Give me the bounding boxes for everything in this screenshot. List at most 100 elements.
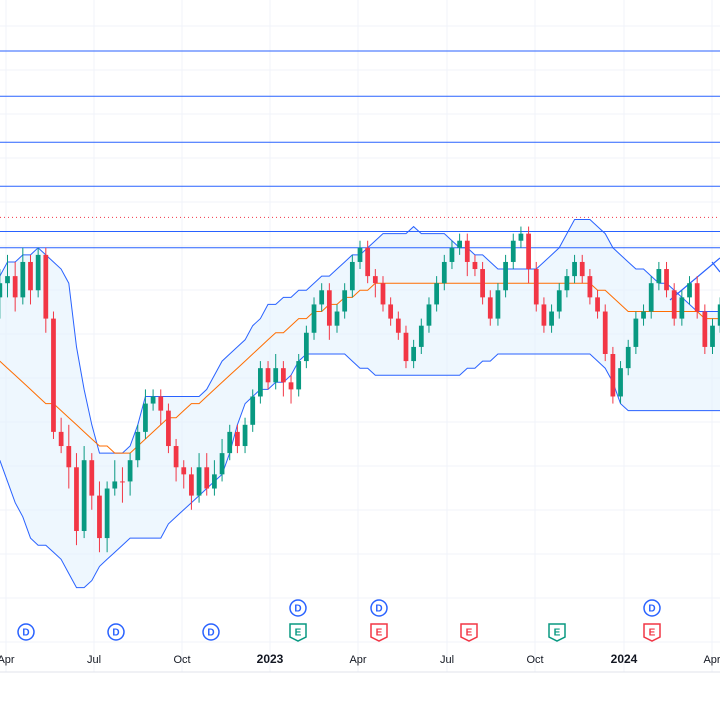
candle-body [526,233,531,270]
candle [280,361,286,397]
dividend-marker[interactable]: D [643,599,661,617]
dividend-marker[interactable]: D [289,599,307,617]
candle [35,247,41,298]
candle-body [549,311,554,326]
candle [510,233,516,270]
trend-line-segment[interactable] [711,261,720,273]
candle-body [20,261,26,298]
time-axis[interactable]: Apr Jul Oct 2023 Apr Jul Oct 2024 Apr [0,652,720,666]
earnings-label: E [376,628,383,639]
candle [556,283,562,319]
candle-body [158,396,164,411]
earnings-marker[interactable]: E [460,623,478,642]
candle-body [671,290,677,319]
candle-body [242,424,248,447]
dividend-circle[interactable] [107,623,125,641]
earnings-shape[interactable] [460,623,478,642]
dividend-circle[interactable] [202,623,220,641]
candle-body [395,318,401,333]
candle-body [81,460,87,531]
candle-body [403,332,409,362]
candle [357,240,363,270]
candle-body [595,297,600,312]
candle [671,283,677,326]
candle-body [411,346,417,362]
candle [403,325,409,369]
time-axis-label: 2023 [257,652,284,666]
candle [472,254,478,277]
dividend-circle[interactable] [289,599,307,617]
dividend-label: D [648,604,655,615]
candle [710,318,715,354]
candle [518,226,524,248]
candle [418,318,424,354]
candle [326,283,332,340]
candle [441,254,447,291]
candle [319,283,325,312]
candle-body [28,261,33,291]
candle [487,290,493,326]
candle [219,438,225,482]
candle [533,261,539,312]
earnings-marker[interactable]: E [289,623,307,642]
candle [66,424,72,489]
candle [656,261,662,291]
candle [579,254,585,284]
candle [342,283,348,319]
candle [311,297,317,340]
earnings-shape[interactable] [643,623,661,642]
candle-body [258,368,263,397]
trend-line-segment[interactable] [669,257,720,301]
candle-body [717,304,720,326]
dividend-marker[interactable]: D [370,599,388,617]
candle [687,276,692,305]
candle [127,453,133,496]
earnings-shape[interactable] [289,623,307,642]
dividend-circle[interactable] [370,599,388,617]
earnings-marker[interactable]: E [548,623,566,642]
candle [135,424,141,468]
time-axis-label: 2024 [611,652,638,666]
candle-body [656,269,662,284]
trend-line[interactable] [669,257,720,301]
event-markers[interactable]: D D D D E D E E E D E [17,599,661,642]
dividend-marker[interactable]: D [202,623,220,641]
candle-body [503,261,508,291]
dividend-marker[interactable]: D [107,623,125,641]
time-axis-label: Apr [703,654,720,666]
dividend-label: D [22,628,29,639]
dividend-circle[interactable] [643,599,661,617]
dividend-marker[interactable]: D [17,623,35,641]
candle-body [480,269,485,298]
candle [112,460,118,496]
candle-body [265,368,271,383]
candle-body [296,361,302,390]
earnings-shape[interactable] [370,623,388,642]
earnings-marker[interactable]: E [643,623,661,642]
candle [526,226,531,284]
candle-body [273,368,279,383]
candles [0,226,720,553]
candle [0,269,3,319]
candle [181,460,187,489]
candle-body [35,254,41,291]
earnings-marker[interactable]: E [370,623,388,642]
earnings-shape[interactable] [548,623,566,642]
horizontal-levels[interactable] [0,50,720,249]
candle-body [97,495,102,539]
candle [20,247,26,305]
candle-body [0,283,3,298]
candle-body [541,304,547,326]
candle [143,389,148,439]
candle [273,354,279,390]
candle-body [334,311,340,326]
candle-body [303,332,309,362]
candle-body [120,481,125,483]
candle-body [173,446,179,468]
dividend-circle[interactable] [17,623,35,641]
candle [595,290,600,319]
candle [395,311,401,340]
candle [541,297,547,333]
